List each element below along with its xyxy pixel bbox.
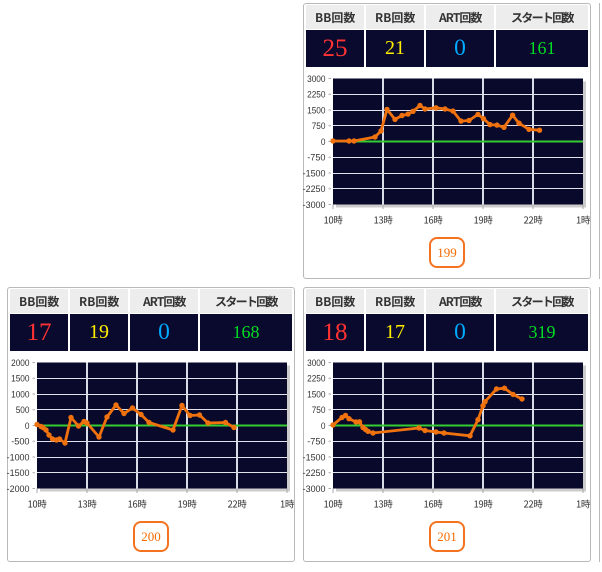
- svg-text:-1500: -1500: [7, 468, 30, 479]
- svg-text:-2250: -2250: [303, 184, 326, 195]
- svg-text:750: 750: [312, 405, 326, 416]
- svg-text:2000: 2000: [11, 358, 29, 369]
- svg-text:-2000: -2000: [7, 484, 30, 495]
- svg-text:1500: 1500: [307, 389, 325, 400]
- svg-text:2250: 2250: [307, 374, 325, 385]
- svg-text:-500: -500: [11, 437, 29, 448]
- svg-text:-750: -750: [307, 153, 325, 164]
- svg-text:750: 750: [312, 121, 326, 132]
- svg-text:2250: 2250: [307, 90, 325, 101]
- svg-text:0: 0: [25, 421, 30, 432]
- svg-text:3000: 3000: [307, 358, 325, 369]
- svg-text:0: 0: [321, 137, 326, 148]
- svg-text:-2250: -2250: [303, 468, 326, 479]
- svg-text:0: 0: [321, 421, 326, 432]
- svg-text:500: 500: [16, 405, 30, 416]
- svg-text:1000: 1000: [11, 389, 29, 400]
- svg-text:-1000: -1000: [7, 452, 30, 463]
- svg-text:1500: 1500: [11, 374, 29, 385]
- svg-text:-750: -750: [307, 437, 325, 448]
- svg-text:-3000: -3000: [303, 200, 326, 211]
- svg-text:-3000: -3000: [303, 484, 326, 495]
- svg-text:3000: 3000: [307, 74, 325, 85]
- svg-text:-1500: -1500: [303, 452, 326, 463]
- svg-text:-1500: -1500: [303, 168, 326, 179]
- svg-text:1500: 1500: [307, 105, 325, 116]
